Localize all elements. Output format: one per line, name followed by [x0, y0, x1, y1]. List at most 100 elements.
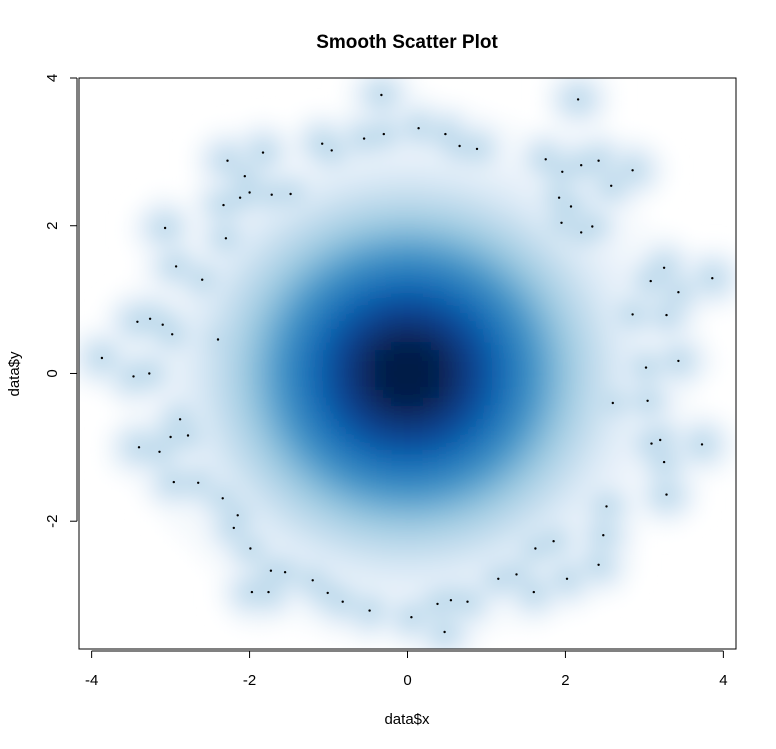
outlier-point [161, 323, 164, 326]
outlier-point [557, 196, 561, 199]
outlier-point [659, 438, 662, 442]
outlier-point [171, 333, 174, 336]
outlier-point [580, 231, 583, 234]
outlier-point [650, 442, 653, 445]
outlier-point [665, 493, 668, 496]
outlier-point [677, 359, 680, 363]
y-tick-label: 2 [44, 222, 61, 230]
x-axis-label: data$x [384, 711, 430, 728]
outlier-point [174, 265, 178, 268]
outlier-point [326, 591, 329, 595]
outlier-point [267, 590, 270, 594]
outlier-point [610, 184, 613, 187]
outlier-point [466, 600, 469, 603]
outlier-point [544, 158, 547, 161]
x-axis: -4 -2 0 2 4 [85, 650, 728, 689]
outlier-point [163, 226, 167, 230]
outlier-point [646, 399, 649, 402]
outlier-point [148, 317, 152, 320]
y-tick-label: 4 [44, 74, 61, 82]
outlier-point [552, 540, 555, 543]
outlier-point [100, 356, 104, 360]
density-layer [79, 78, 736, 649]
outlier-point [497, 577, 500, 580]
y-axis: -2 0 2 4 [44, 74, 78, 528]
x-tick-label: 2 [561, 672, 569, 689]
outlier-point [534, 547, 537, 550]
outlier-point [644, 366, 648, 369]
outlier-point [631, 169, 634, 172]
outlier-point [226, 159, 229, 162]
outlier-point [136, 320, 139, 323]
outlier-point [250, 590, 254, 594]
outlier-point [249, 547, 252, 550]
x-tick-label: -4 [85, 672, 98, 689]
outlier-point [243, 175, 246, 178]
outlier-point [341, 600, 344, 603]
outlier-point [248, 191, 251, 194]
outlier-point [410, 616, 413, 619]
outlier-point [362, 137, 366, 140]
outlier-point [560, 221, 563, 224]
outlier-point [368, 609, 371, 612]
outlier-point [178, 418, 182, 421]
outlier-point [289, 192, 292, 196]
outlier-point [321, 142, 324, 145]
outlier-point [662, 460, 666, 464]
outlier-point [700, 443, 704, 446]
outlier-point [605, 505, 608, 508]
outlier-point [597, 159, 600, 162]
outlier-point [224, 237, 228, 240]
plot-frame [78, 77, 737, 650]
outlier-point [238, 196, 242, 199]
outlier-point [665, 313, 668, 317]
x-tick-label: 4 [719, 672, 727, 689]
outlier-point [221, 497, 224, 500]
outlier-point [436, 602, 439, 606]
chart-title: Smooth Scatter Plot [316, 32, 498, 53]
outlier-point [597, 563, 600, 566]
outlier-point [216, 338, 220, 341]
outlier-point [458, 144, 461, 148]
outlier-point [330, 149, 333, 152]
outlier-point [222, 203, 225, 207]
outlier-point [649, 279, 652, 283]
outlier-point [232, 526, 235, 530]
outlier-point [611, 401, 614, 405]
outlier-point [711, 277, 714, 280]
outlier-point [475, 147, 479, 151]
y-tick-label: 0 [44, 369, 61, 377]
outlier-point [382, 132, 385, 136]
outlier-point [576, 98, 580, 101]
outlier-point [148, 372, 151, 375]
outlier-point [283, 571, 287, 574]
outlier-point [158, 450, 161, 453]
outlier-point [270, 193, 273, 196]
outlier-point [186, 434, 190, 437]
outlier-points [100, 93, 714, 634]
outlier-point [172, 480, 175, 484]
y-tick-label: -2 [44, 515, 61, 528]
outlier-point [169, 435, 172, 439]
outlier-point [515, 573, 518, 576]
x-tick-label: 0 [403, 672, 411, 689]
outlier-point [591, 225, 594, 228]
outlier-point [565, 577, 569, 580]
outlier-point [631, 313, 634, 316]
x-tick-label: -2 [243, 672, 256, 689]
outlier-point [311, 579, 314, 582]
outlier-point [197, 481, 200, 484]
outlier-point [132, 375, 135, 378]
outlier-point [569, 205, 573, 208]
outlier-point [580, 164, 583, 167]
outlier-point [443, 630, 446, 634]
outlier-point [269, 569, 273, 572]
outlier-point [236, 514, 239, 517]
y-axis-label: data$y [6, 351, 23, 397]
outlier-point [449, 599, 453, 602]
outlier-point [602, 534, 605, 537]
outlier-point [662, 266, 666, 269]
outlier-point [380, 93, 383, 97]
outlier-point [201, 278, 204, 281]
